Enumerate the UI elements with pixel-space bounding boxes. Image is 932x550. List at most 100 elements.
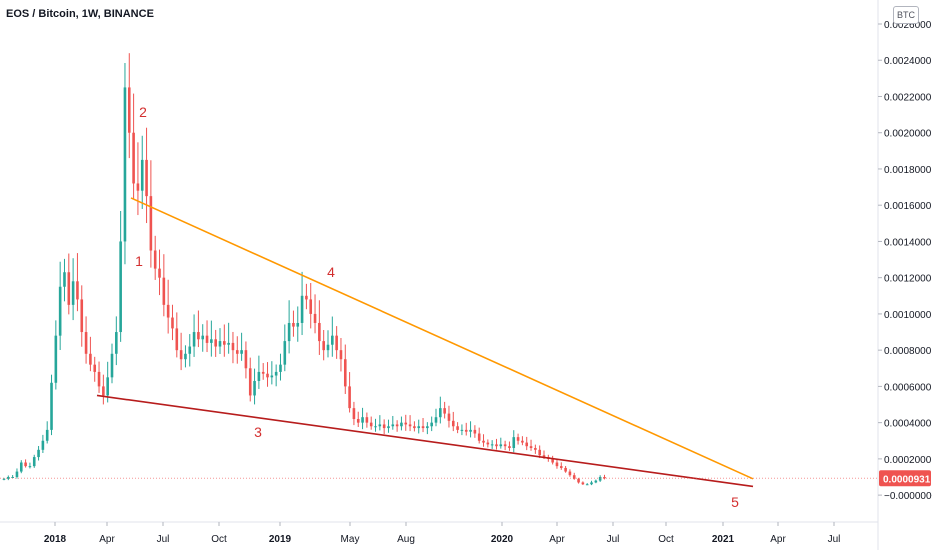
candle-body: [28, 466, 32, 468]
candle-body: [426, 426, 429, 429]
candle-body: [369, 422, 373, 427]
candle-body: [456, 426, 459, 430]
candle-body: [486, 442, 490, 445]
candle-body: [41, 440, 45, 450]
candle-body: [80, 299, 84, 333]
candle-body: [205, 335, 209, 343]
candle-body: [201, 335, 205, 340]
candle-body: [24, 462, 27, 467]
y-tick-label: 0.0008000: [884, 346, 932, 357]
y-tick-label: 0.0006000: [884, 382, 932, 393]
candle-body: [598, 477, 602, 481]
candle-body: [145, 159, 148, 197]
candle-body: [400, 422, 403, 427]
candle-body: [188, 346, 192, 354]
candle-body: [559, 466, 563, 468]
candle-body: [352, 408, 356, 420]
current-price-label: 0.0000931: [883, 474, 931, 485]
candle-body: [244, 350, 248, 369]
candle-body: [274, 371, 278, 376]
x-tick-label: Jul: [828, 534, 841, 545]
candle-body: [184, 353, 187, 360]
candle-body: [534, 448, 537, 450]
candle-body: [2, 478, 6, 480]
candle-body: [136, 183, 140, 191]
candle-body: [512, 437, 516, 449]
currency-button[interactable]: BTC: [893, 6, 919, 24]
candle-body: [331, 335, 334, 345]
candle-body: [253, 380, 256, 396]
candle-body: [300, 295, 304, 323]
candle-body: [482, 440, 485, 443]
candle-body: [162, 277, 166, 305]
x-tick-label: Jul: [157, 534, 170, 545]
candle-body: [516, 437, 520, 441]
candle-body: [175, 328, 179, 351]
candle-body: [223, 341, 226, 345]
candle-body: [326, 344, 330, 351]
candle-body: [305, 295, 308, 300]
x-tick-label: 2021: [712, 534, 735, 545]
y-tick-label: 0.0004000: [884, 419, 932, 430]
wave-label-1: 1: [135, 253, 143, 269]
candle-body: [50, 382, 53, 430]
x-tick-label: 2020: [491, 534, 514, 545]
candle-body: [166, 304, 170, 318]
candle-body: [197, 332, 200, 340]
candle-body: [521, 440, 524, 443]
candle-body: [434, 417, 438, 423]
candle-body: [89, 353, 92, 365]
candle-body: [266, 373, 269, 378]
candle-body: [58, 286, 62, 336]
candle-body: [374, 426, 377, 428]
candle-body: [93, 364, 97, 372]
candle-body: [210, 339, 213, 343]
candle-body: [343, 359, 347, 387]
candle-body: [115, 332, 118, 354]
candle-body: [179, 350, 183, 360]
y-tick-label: −0.0000000: [884, 491, 932, 502]
candle-body: [382, 424, 386, 429]
y-tick-label: 0.0010000: [884, 310, 932, 321]
lower-trendline: [96, 394, 754, 488]
x-tick-label: 2019: [269, 534, 292, 545]
y-tick-label: 0.0012000: [884, 274, 932, 285]
candle-body: [464, 429, 468, 432]
wave-label-4: 4: [327, 264, 335, 280]
candle-body: [84, 332, 88, 354]
candle-body: [63, 272, 66, 287]
candle-body: [45, 429, 49, 441]
candle-body: [361, 417, 364, 423]
candle-body: [443, 408, 446, 414]
candle-body: [356, 419, 360, 423]
wave-label-2: 2: [139, 104, 147, 120]
candle-body: [421, 426, 425, 429]
candle-body: [499, 444, 503, 447]
x-tick-label: 2018: [44, 534, 67, 545]
candle-body: [192, 332, 196, 347]
candle-body: [335, 335, 338, 351]
candle-body: [106, 377, 109, 396]
candle-body: [404, 422, 408, 425]
candle-body: [309, 299, 313, 314]
upper-trendline: [130, 197, 754, 480]
candle-body: [127, 87, 131, 133]
candle-body: [551, 458, 554, 463]
wave-label-3: 3: [254, 424, 262, 440]
candle-body: [287, 322, 291, 342]
candle-body: [594, 480, 598, 483]
candle-body: [585, 484, 589, 486]
candle-body: [214, 339, 217, 347]
candle-body: [235, 350, 239, 354]
candle-body: [110, 353, 114, 378]
candle-body: [153, 250, 157, 269]
y-tick-label: 0.0026000: [884, 20, 932, 31]
wave-label-5: 5: [731, 494, 739, 510]
candle-body: [339, 350, 343, 360]
candle-body: [473, 429, 477, 434]
candle-body: [71, 281, 75, 305]
y-tick-label: 0.0022000: [884, 92, 932, 103]
candle-body: [97, 371, 101, 387]
candle-body: [572, 475, 576, 479]
